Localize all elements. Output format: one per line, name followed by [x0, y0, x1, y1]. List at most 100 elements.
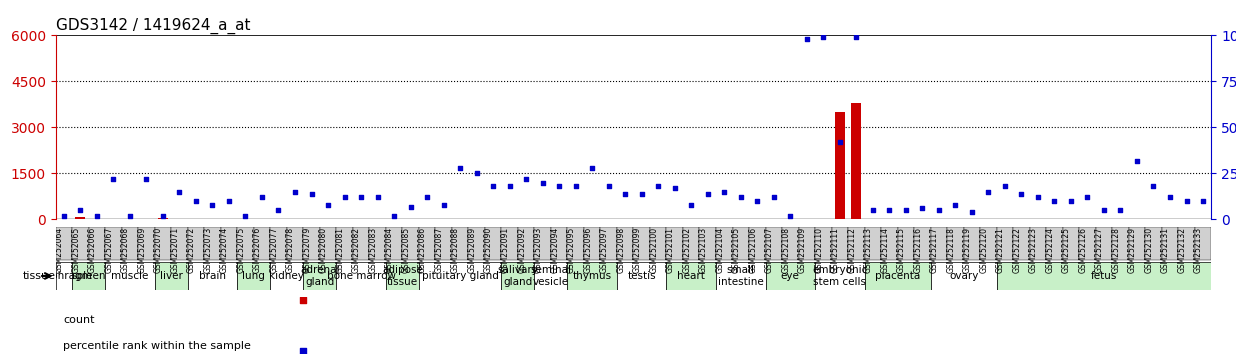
Text: seminal
vesicle: seminal vesicle — [530, 265, 571, 287]
Bar — [1099, 218, 1109, 219]
Point — [863, 207, 883, 213]
Point — [104, 176, 124, 182]
Point — [829, 139, 849, 145]
Text: GSM252111: GSM252111 — [831, 227, 839, 273]
Point — [367, 195, 387, 200]
Bar — [587, 218, 597, 219]
FancyBboxPatch shape — [56, 227, 72, 260]
Text: GSM252115: GSM252115 — [897, 227, 906, 273]
Text: GSM252094: GSM252094 — [550, 227, 559, 273]
FancyBboxPatch shape — [468, 227, 485, 260]
Text: GSM252112: GSM252112 — [848, 227, 857, 273]
FancyBboxPatch shape — [287, 227, 303, 260]
Bar — [719, 218, 729, 219]
Bar — [158, 218, 168, 219]
Point — [87, 213, 106, 219]
FancyBboxPatch shape — [237, 227, 253, 260]
Point — [549, 183, 569, 189]
Point — [318, 202, 337, 207]
FancyBboxPatch shape — [865, 262, 931, 290]
FancyBboxPatch shape — [188, 227, 204, 260]
Point — [632, 191, 651, 196]
Text: GSM252101: GSM252101 — [666, 227, 675, 273]
FancyBboxPatch shape — [1162, 227, 1178, 260]
Text: GSM252086: GSM252086 — [418, 227, 428, 273]
Point — [1078, 195, 1098, 200]
Point — [1177, 198, 1196, 204]
Point — [1143, 183, 1163, 189]
Bar — [1182, 218, 1192, 219]
Bar — [59, 218, 69, 219]
FancyBboxPatch shape — [865, 227, 881, 260]
FancyBboxPatch shape — [221, 227, 237, 260]
Text: GSM252066: GSM252066 — [88, 227, 96, 273]
Point — [400, 204, 420, 210]
FancyBboxPatch shape — [915, 227, 931, 260]
FancyBboxPatch shape — [370, 227, 386, 260]
Text: GSM252128: GSM252128 — [1111, 227, 1121, 273]
Text: GSM252089: GSM252089 — [467, 227, 477, 273]
FancyBboxPatch shape — [815, 262, 865, 290]
Bar — [1000, 218, 1010, 219]
Point — [187, 198, 206, 204]
Text: GSM252081: GSM252081 — [335, 227, 345, 273]
Point — [1127, 158, 1147, 164]
Text: tissue: tissue — [22, 271, 56, 281]
Point — [153, 213, 173, 219]
Bar — [405, 218, 415, 219]
FancyBboxPatch shape — [1096, 227, 1112, 260]
Bar — [109, 218, 119, 219]
FancyBboxPatch shape — [72, 262, 105, 290]
FancyBboxPatch shape — [931, 262, 996, 290]
Bar — [802, 218, 812, 219]
Text: GSM252116: GSM252116 — [913, 227, 922, 273]
Text: GSM252133: GSM252133 — [1194, 227, 1203, 273]
Text: GSM252064: GSM252064 — [54, 227, 64, 273]
FancyBboxPatch shape — [650, 227, 666, 260]
Text: GSM252113: GSM252113 — [864, 227, 873, 273]
Bar — [307, 218, 316, 219]
Point — [1011, 191, 1031, 196]
Text: GSM252097: GSM252097 — [599, 227, 608, 273]
Text: GSM252125: GSM252125 — [1062, 227, 1070, 273]
Point — [962, 209, 981, 215]
FancyBboxPatch shape — [271, 262, 303, 290]
Text: GSM252124: GSM252124 — [1046, 227, 1054, 273]
Bar — [1033, 218, 1043, 219]
Text: GSM252107: GSM252107 — [765, 227, 774, 273]
Bar — [538, 218, 548, 219]
Point — [268, 207, 288, 213]
FancyBboxPatch shape — [204, 227, 221, 260]
Bar — [224, 218, 234, 219]
Text: GSM252104: GSM252104 — [716, 227, 724, 273]
Text: GSM252068: GSM252068 — [121, 227, 130, 273]
Point — [730, 195, 750, 200]
Point — [286, 189, 305, 195]
Text: GSM252118: GSM252118 — [947, 227, 955, 273]
Bar — [472, 218, 482, 219]
Point — [203, 202, 222, 207]
Bar — [571, 218, 581, 219]
Bar — [654, 218, 664, 219]
Text: GSM252092: GSM252092 — [517, 227, 527, 273]
FancyBboxPatch shape — [980, 227, 996, 260]
Text: GSM252070: GSM252070 — [154, 227, 163, 273]
Text: eye: eye — [781, 271, 800, 281]
FancyBboxPatch shape — [403, 227, 419, 260]
Text: adipose
tissue: adipose tissue — [382, 265, 423, 287]
FancyBboxPatch shape — [534, 227, 551, 260]
FancyBboxPatch shape — [551, 227, 567, 260]
Text: GSM252119: GSM252119 — [963, 227, 971, 273]
Bar — [75, 217, 85, 219]
Text: GSM252117: GSM252117 — [929, 227, 939, 273]
Bar — [852, 103, 861, 219]
FancyBboxPatch shape — [765, 227, 782, 260]
Bar — [504, 218, 514, 219]
Bar — [917, 218, 927, 219]
Bar — [257, 218, 267, 219]
FancyBboxPatch shape — [897, 227, 915, 260]
FancyBboxPatch shape — [435, 227, 452, 260]
Bar — [703, 218, 713, 219]
Text: GSM252130: GSM252130 — [1145, 227, 1153, 273]
Point — [467, 171, 487, 176]
